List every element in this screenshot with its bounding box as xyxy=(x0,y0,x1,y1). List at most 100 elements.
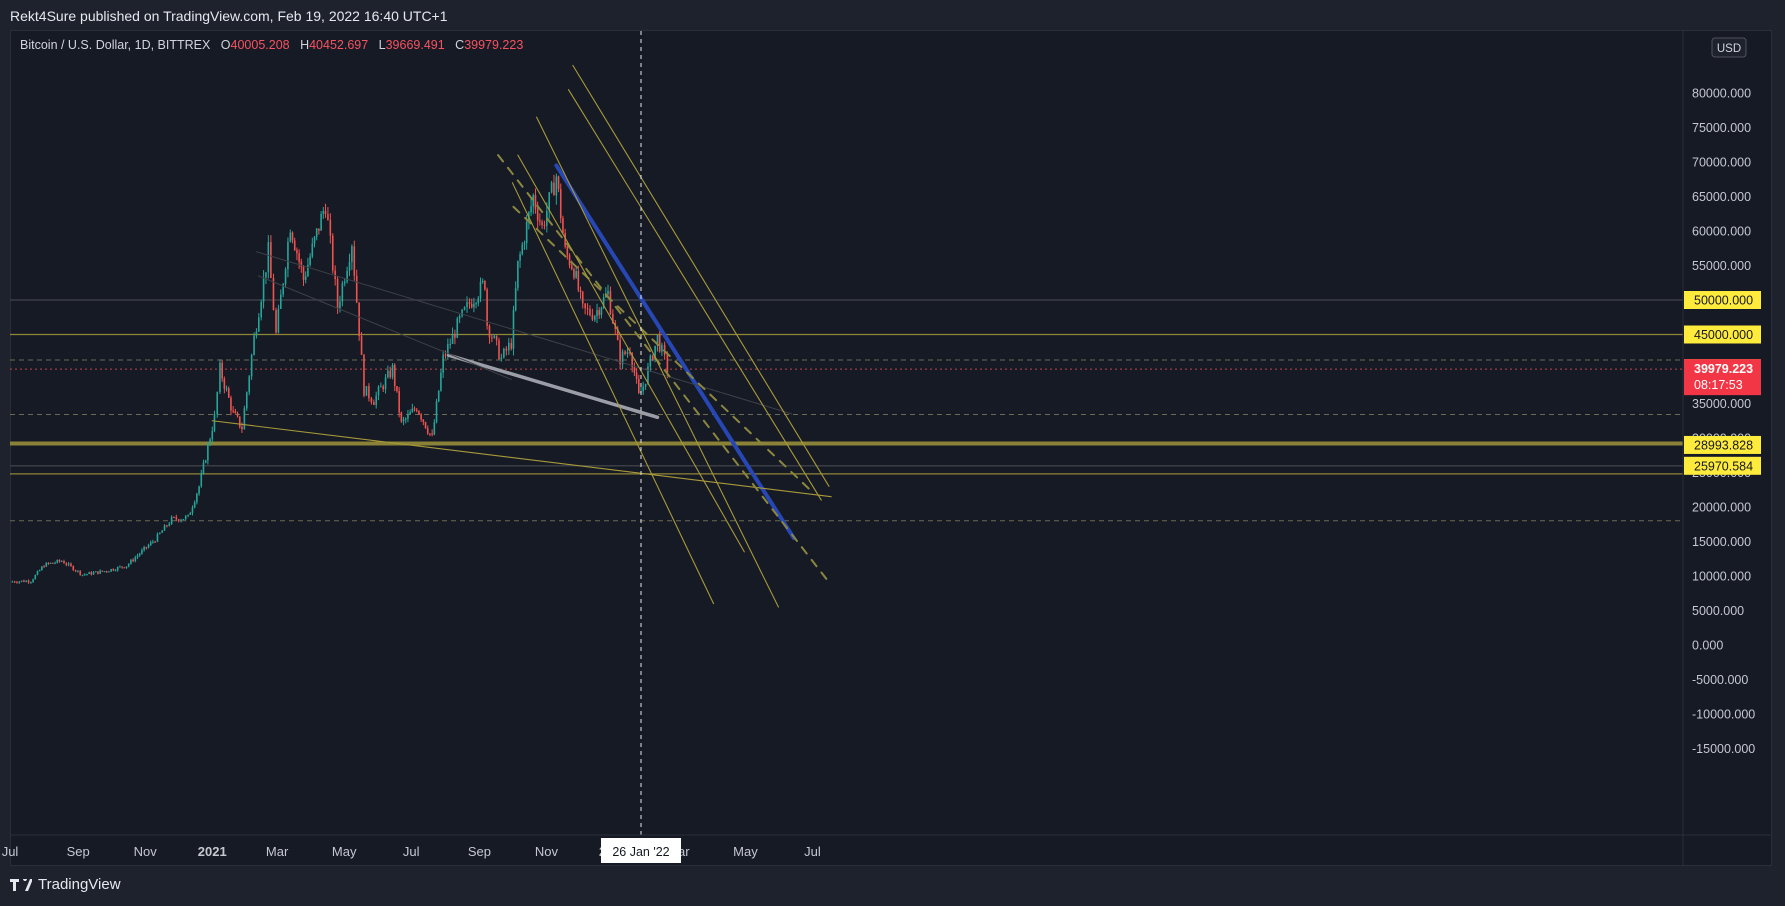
price-tick-label: 65000.000 xyxy=(1692,190,1751,204)
candle-body xyxy=(221,362,223,379)
candle-body xyxy=(411,408,414,413)
candle-body xyxy=(141,550,143,554)
candle-body xyxy=(77,570,79,572)
candle-body xyxy=(327,213,329,220)
candle-body xyxy=(200,473,203,487)
candle-body xyxy=(559,189,562,219)
trendline-faint[interactable] xyxy=(255,251,793,415)
candle-body xyxy=(94,571,97,573)
trendline-faint[interactable] xyxy=(257,275,512,380)
candle-body xyxy=(47,562,50,564)
price-level-box xyxy=(1684,325,1761,344)
candle-body xyxy=(223,378,226,389)
candle-body xyxy=(216,392,219,415)
candle-body xyxy=(600,307,603,316)
candle-body xyxy=(149,542,152,546)
candle-body xyxy=(435,401,438,423)
trendline-yellow[interactable] xyxy=(511,182,715,605)
trendline-yellow[interactable] xyxy=(572,64,830,487)
candle-body xyxy=(656,334,659,346)
candle-body xyxy=(363,354,365,396)
trendline-yellow-dash[interactable] xyxy=(512,205,815,495)
candle-body xyxy=(300,261,303,267)
candle-body xyxy=(534,195,537,209)
candle-body xyxy=(287,241,289,270)
candle-body xyxy=(65,563,68,565)
candle-body xyxy=(637,378,640,393)
candle-body xyxy=(267,242,270,273)
candle-body xyxy=(568,255,571,266)
candle-body xyxy=(341,283,344,302)
candle-body xyxy=(382,386,385,390)
candle-body xyxy=(602,297,605,308)
trendline-yellow[interactable] xyxy=(567,89,822,501)
candle-body xyxy=(521,244,524,255)
candle-body xyxy=(473,303,475,308)
candle-body xyxy=(346,270,348,282)
candle-body xyxy=(661,344,663,352)
chart-frame[interactable] xyxy=(10,30,1772,866)
candle-body xyxy=(262,277,265,302)
candle-body xyxy=(642,386,644,392)
candle-body xyxy=(437,390,440,402)
candle-body xyxy=(41,566,43,571)
candle-body xyxy=(81,574,84,576)
open-value: 40005.208 xyxy=(230,38,290,52)
candle-body xyxy=(398,391,400,413)
candle-body xyxy=(322,211,325,214)
candle-body xyxy=(548,192,551,211)
candle-body xyxy=(454,333,456,338)
candle-body xyxy=(609,290,612,315)
candle-body xyxy=(449,343,451,345)
candle-body xyxy=(159,532,161,534)
candle-body xyxy=(25,580,28,582)
candle-body xyxy=(396,386,398,392)
candle-body xyxy=(635,372,638,379)
currency-button[interactable] xyxy=(1711,37,1747,58)
candle-body xyxy=(508,342,510,351)
trendline-yellow[interactable] xyxy=(517,154,745,553)
candle-body xyxy=(644,383,647,387)
trendline-yellow[interactable] xyxy=(536,116,779,608)
candle-body xyxy=(654,345,656,361)
close-value: 39979.223 xyxy=(464,38,524,52)
tradingview-brand: TradingView xyxy=(38,876,121,893)
candle-body xyxy=(391,364,394,378)
high-value: 40452.697 xyxy=(309,38,369,52)
candle-body xyxy=(127,563,130,567)
candle-body xyxy=(433,422,436,435)
candle-body xyxy=(451,333,454,344)
candle-body xyxy=(619,339,621,365)
candle-body xyxy=(123,567,126,569)
candle-body xyxy=(594,316,596,320)
candle-body xyxy=(329,219,332,236)
trendlines-layer xyxy=(211,64,832,608)
candle-body xyxy=(463,307,466,310)
candle-body xyxy=(125,566,128,568)
candle-body xyxy=(11,581,14,583)
candle-body xyxy=(484,281,486,290)
low-value: 39669.491 xyxy=(385,38,445,52)
price-tick-label: 0.000 xyxy=(1692,639,1723,653)
trendline-yellow[interactable] xyxy=(211,420,832,498)
candle-body xyxy=(358,302,360,337)
tradingview-logo[interactable]: TradingView xyxy=(10,876,121,893)
trendline-blue[interactable] xyxy=(554,163,796,541)
candle-body xyxy=(282,283,284,295)
candle-body xyxy=(579,290,582,292)
candle-body xyxy=(626,351,629,355)
horizontal-levels xyxy=(10,299,1683,522)
candle-body xyxy=(219,362,221,393)
candle-body xyxy=(373,402,375,405)
candle-body xyxy=(543,225,546,227)
candle-body xyxy=(248,376,251,393)
candle-body xyxy=(166,525,168,527)
trendline-grey[interactable] xyxy=(446,353,660,420)
candle-body xyxy=(182,518,185,520)
candle-body xyxy=(38,570,41,572)
candle-body xyxy=(355,275,358,303)
last-price-box xyxy=(1684,359,1761,396)
trendline-yellow-dash[interactable] xyxy=(497,154,828,581)
candle-body xyxy=(245,392,248,409)
